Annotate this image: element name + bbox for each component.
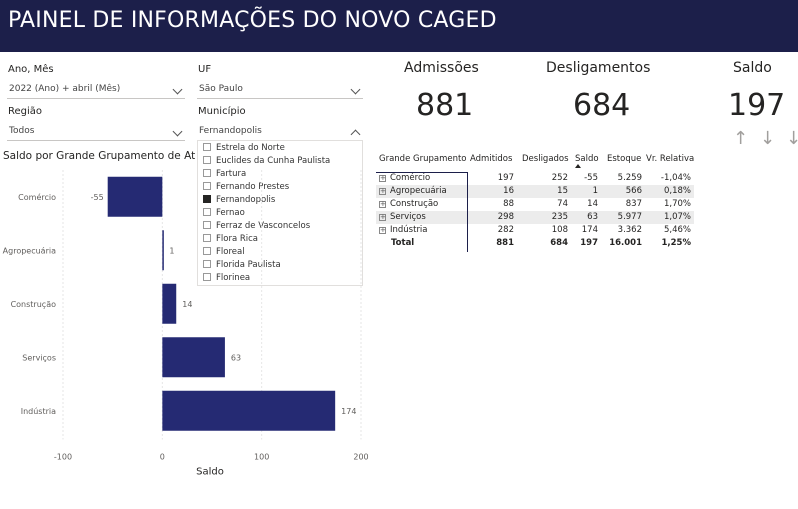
checkbox-icon[interactable] xyxy=(203,234,211,242)
category-label: Comércio xyxy=(18,192,56,202)
municipio-option[interactable]: Fartura xyxy=(203,169,246,182)
bar-construção xyxy=(162,283,177,324)
x-tick-label: 0 xyxy=(160,453,165,462)
table-row: + Construção 88 74 14 837 1,70% xyxy=(379,199,691,209)
grupamento-matrix: Grande Grupamento Admitidos Desligados S… xyxy=(376,152,694,252)
data-label: 14 xyxy=(182,300,192,309)
table-header-row: Grande Grupamento Admitidos Desligados S… xyxy=(376,152,694,172)
arrow-down-more-icon[interactable]: ↓ xyxy=(786,128,798,149)
municipio-option[interactable]: Euclides da Cunha Paulista xyxy=(203,156,330,169)
expand-icon[interactable]: + xyxy=(379,213,386,221)
x-tick-label: 100 xyxy=(254,453,269,462)
chevron-down-icon xyxy=(172,84,183,95)
expand-icon[interactable]: + xyxy=(379,187,386,195)
category-label: Indústria xyxy=(21,407,56,416)
arrow-down-icon[interactable]: ↓ xyxy=(760,128,776,149)
ano-mes-dropdown[interactable]: 2022 (Ano) + abril (Mês) xyxy=(7,81,185,99)
checkbox-icon[interactable] xyxy=(203,208,211,216)
checkbox-icon[interactable] xyxy=(203,260,211,268)
regiao-dropdown[interactable]: Todos xyxy=(7,123,185,141)
admissoes-value: 881 xyxy=(416,88,474,123)
bar-serviços xyxy=(162,337,225,378)
table-total-row: Total 881 684 197 16.001 1,25% xyxy=(391,238,691,248)
expand-icon[interactable]: + xyxy=(379,200,386,208)
saldo-bar-chart: Comércio -55 Agropecuária 1 Construção 14 Serv… xyxy=(3,170,369,478)
header-bar: PAINEL DE INFORMAÇÕES DO NOVO CAGED xyxy=(0,0,798,52)
uf-label: UF xyxy=(198,64,212,75)
table-row: + Agropecuária 16 15 1 566 0,18% xyxy=(376,185,694,198)
municipio-label: Município xyxy=(198,106,246,117)
table-row: + Indústria 282 108 174 3.362 5,46% xyxy=(379,225,691,235)
checkbox-checked-icon[interactable] xyxy=(203,195,211,203)
municipio-option[interactable]: Ferraz de Vasconcelos xyxy=(203,221,310,234)
expand-icon[interactable]: + xyxy=(379,226,386,234)
checkbox-icon[interactable] xyxy=(203,221,211,229)
desligamentos-value: 684 xyxy=(573,88,631,123)
municipio-option[interactable]: Flora Rica xyxy=(203,234,258,247)
expand-icon[interactable]: + xyxy=(379,174,386,182)
checkbox-icon[interactable] xyxy=(203,182,211,190)
regiao-label: Região xyxy=(8,106,43,117)
checkbox-icon[interactable] xyxy=(203,273,211,281)
municipio-option[interactable]: Florida Paulista xyxy=(203,260,281,273)
x-axis-title: Saldo xyxy=(196,467,224,478)
municipio-options-list[interactable]: Estrela do Norte Euclides da Cunha Pauli… xyxy=(197,140,363,286)
checkbox-icon[interactable] xyxy=(203,156,211,164)
chevron-down-icon xyxy=(350,84,361,95)
municipio-option[interactable]: Floreal xyxy=(203,247,245,260)
saldo-label: Saldo xyxy=(733,60,772,76)
data-label: -55 xyxy=(91,193,104,202)
checkbox-icon[interactable] xyxy=(203,247,211,255)
column-header[interactable]: Desligados xyxy=(522,154,569,164)
checkbox-icon[interactable] xyxy=(203,169,211,177)
municipio-option[interactable]: Florinea xyxy=(203,273,250,285)
chart-title: Saldo por Grande Grupamento de Ativ xyxy=(3,150,195,162)
column-header[interactable]: Admitidos xyxy=(470,154,513,164)
uf-value: São Paulo xyxy=(199,84,243,94)
municipio-option[interactable]: Fernando Prestes xyxy=(203,182,289,195)
ano-mes-value: 2022 (Ano) + abril (Mês) xyxy=(9,84,121,94)
admissoes-label: Admissões xyxy=(404,60,479,76)
data-label: 63 xyxy=(231,353,241,362)
page-title: PAINEL DE INFORMAÇÕES DO NOVO CAGED xyxy=(8,8,497,33)
municipio-option[interactable]: Fernao xyxy=(203,208,245,221)
table-row: + Comércio 197 252 -55 5.259 -1,04% xyxy=(379,173,691,183)
sort-ascending-icon xyxy=(575,164,581,168)
data-label: 1 xyxy=(169,246,174,255)
bar-indústria xyxy=(162,390,336,431)
municipio-option-selected[interactable]: Fernandopolis xyxy=(203,195,275,208)
x-tick-label: 200 xyxy=(353,453,368,462)
x-tick-label: -100 xyxy=(54,453,72,462)
municipio-value: Fernandopolis xyxy=(199,126,262,136)
data-label: 174 xyxy=(341,407,356,416)
regiao-value: Todos xyxy=(9,126,35,136)
bar-comércio xyxy=(107,176,163,217)
column-header[interactable]: Saldo xyxy=(575,154,599,164)
category-label: Agropecuária xyxy=(3,246,56,255)
municipio-dropdown[interactable]: Fernandopolis xyxy=(197,123,363,141)
desligamentos-label: Desligamentos xyxy=(546,60,651,76)
column-header[interactable]: Estoque xyxy=(607,154,642,164)
saldo-value: 197 xyxy=(728,88,786,123)
checkbox-icon[interactable] xyxy=(203,143,211,151)
category-label: Construção xyxy=(11,300,57,309)
column-header[interactable]: Grande Grupamento xyxy=(379,154,467,164)
arrow-up-icon[interactable]: ↑ xyxy=(733,128,749,149)
bar-agropecuária xyxy=(162,230,164,271)
column-divider xyxy=(467,172,468,252)
column-header[interactable]: Vr. Relativa xyxy=(646,154,695,164)
category-label: Serviços xyxy=(22,353,56,362)
header-divider xyxy=(376,172,468,173)
chevron-up-icon xyxy=(350,129,361,140)
municipio-option[interactable]: Estrela do Norte xyxy=(203,143,285,156)
uf-dropdown[interactable]: São Paulo xyxy=(197,81,363,99)
table-row: + Serviços 298 235 63 5.977 1,07% xyxy=(376,211,694,224)
chevron-down-icon xyxy=(172,126,183,137)
ano-mes-label: Ano, Mês xyxy=(8,64,54,75)
